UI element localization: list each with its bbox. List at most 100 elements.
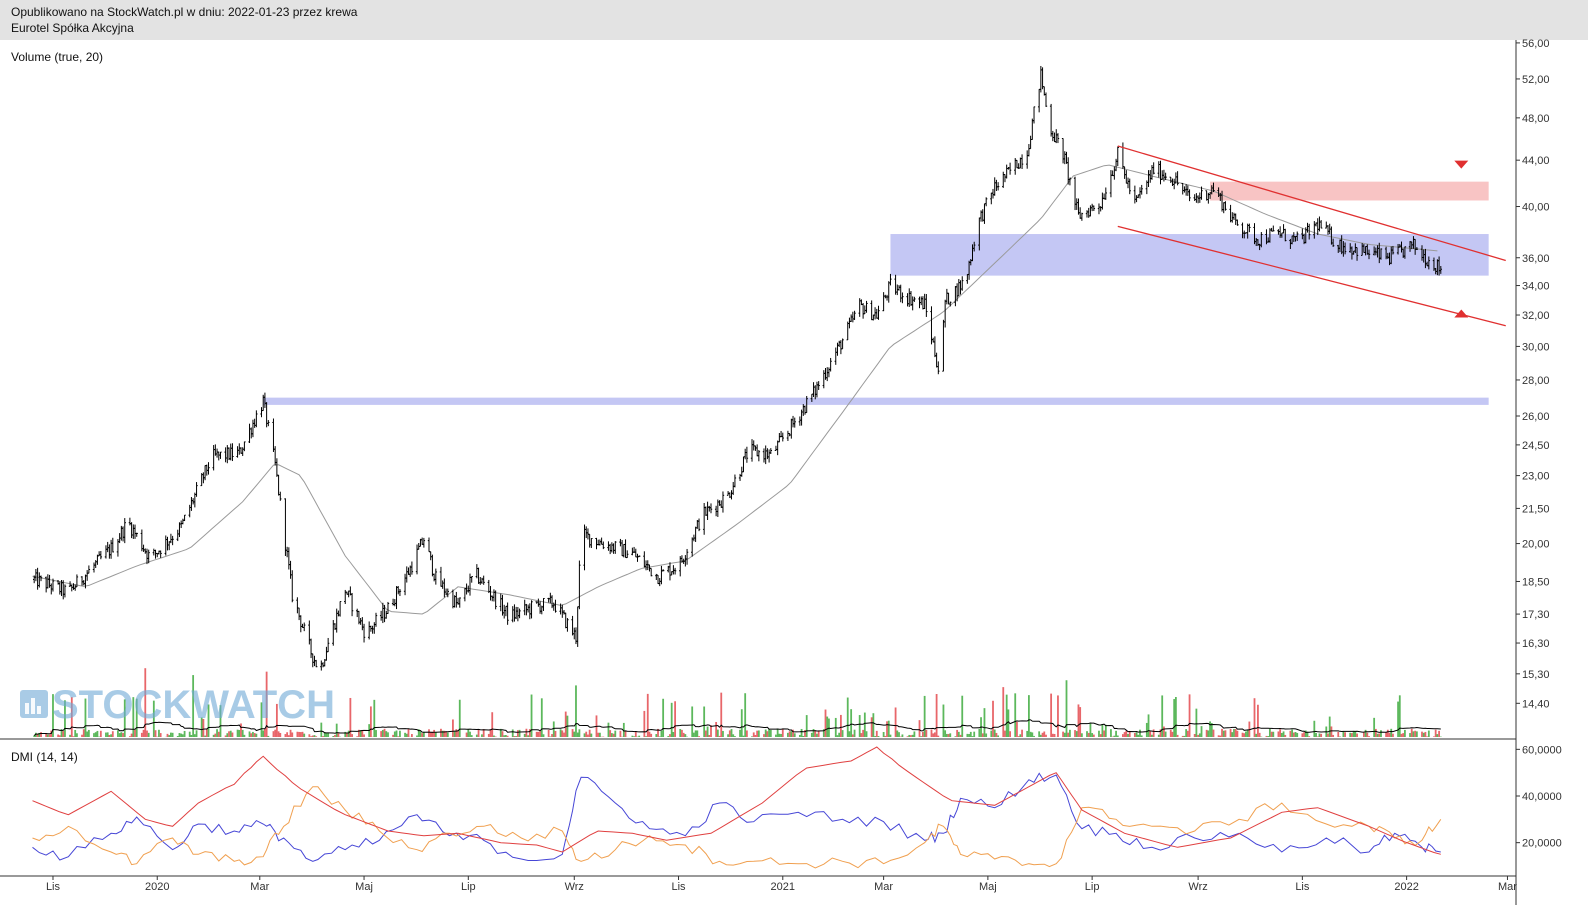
volume-bar [1019, 734, 1022, 737]
price-tick-label: 56,00 [1522, 38, 1550, 50]
volume-bar [1376, 733, 1379, 737]
volume-bar [226, 733, 229, 737]
volume-bar [1200, 726, 1203, 737]
volume-bar [446, 732, 449, 737]
volume-bar [503, 735, 506, 737]
volume-bar [1116, 735, 1119, 737]
volume-bar [1301, 733, 1304, 737]
volume-bar [1378, 733, 1381, 737]
volume-bar [440, 728, 442, 737]
volume-bar [1195, 708, 1198, 737]
volume-panel-label: Volume (true, 20) [11, 50, 103, 64]
volume-bar [1241, 732, 1244, 737]
volume-bar [886, 721, 888, 737]
volume-bar [120, 732, 123, 737]
volume-bar [1145, 722, 1148, 737]
volume-ma-line [33, 719, 1441, 736]
volume-bar [1231, 732, 1234, 737]
volume-bar [110, 734, 112, 737]
volume-bar [906, 736, 909, 737]
volume-bar [1133, 733, 1136, 737]
volume-bar [1197, 734, 1200, 737]
volume-bar [193, 734, 196, 737]
price-tick-label: 14,40 [1522, 698, 1550, 710]
volume-bar [559, 729, 562, 737]
volume-bar [1002, 687, 1005, 737]
volume-moving-average [33, 719, 1441, 736]
volume-bar [385, 731, 388, 737]
volume-bar [575, 685, 577, 737]
volume-bar [933, 732, 936, 737]
volume-bar [563, 732, 565, 737]
volume-bar [1315, 732, 1317, 737]
price-tick-label: 21,50 [1522, 503, 1550, 515]
volume-bar [1304, 730, 1307, 737]
volume-bar [299, 732, 302, 737]
volume-bar [1113, 735, 1116, 737]
volume-bar [431, 731, 434, 737]
volume-bar [200, 717, 203, 737]
volume-bar [361, 729, 364, 737]
volume-bar [754, 734, 757, 737]
volume-bar [433, 729, 436, 737]
volume-bar [152, 700, 155, 737]
volume-bar [45, 733, 48, 737]
volume-bar [1316, 736, 1319, 737]
volume-bar [1169, 729, 1172, 737]
volume-bar [144, 668, 147, 737]
volume-bar [763, 734, 765, 737]
date-tick-label: 2021 [771, 881, 795, 893]
volume-bar [272, 731, 275, 737]
volume-bar [1069, 729, 1071, 737]
volume-bar [1050, 693, 1053, 737]
volume-bar [896, 730, 899, 737]
volume-bar [140, 732, 143, 737]
date-tick-label: Lip [1085, 881, 1100, 893]
volume-bar [710, 725, 712, 737]
volume-bar [1029, 731, 1032, 737]
volume-bar [238, 729, 241, 737]
volume-bar [1125, 730, 1128, 737]
volume-bar [612, 733, 615, 737]
volume-bar [264, 729, 266, 737]
volume-bar [1140, 735, 1143, 737]
volume-bar [901, 734, 904, 737]
volume-bar [118, 733, 121, 737]
volume-bar [158, 729, 160, 737]
volume-bar [969, 731, 972, 737]
volume-bar [207, 704, 210, 737]
volume-bar [1193, 733, 1196, 737]
volume-bar [1313, 720, 1316, 737]
volume-bar [742, 735, 745, 737]
volume-bar [874, 735, 876, 737]
volume-bar [836, 735, 839, 737]
volume-bar [1373, 717, 1376, 737]
volume-bar [1366, 732, 1369, 737]
volume-bar [706, 726, 709, 737]
volume-bar [966, 733, 969, 737]
volume-bar [846, 697, 849, 737]
volume-bar [1337, 731, 1340, 737]
volume-bar [346, 733, 348, 737]
volume-bar [96, 730, 99, 737]
volume-bar [1368, 736, 1370, 737]
volume-bar [347, 730, 350, 737]
volume-bar [262, 730, 265, 737]
date-tick-label: Maj [979, 881, 997, 893]
volume-bar [1390, 728, 1393, 737]
volume-bar [959, 734, 962, 737]
volume-bar [1031, 732, 1034, 737]
volume-bar [429, 731, 432, 737]
volume-bar [877, 736, 880, 737]
volume-bar [373, 699, 376, 737]
volume-bar [506, 735, 509, 737]
volume-bar [337, 733, 340, 737]
price-tick-label: 24,50 [1522, 440, 1550, 452]
volume-bar [135, 698, 138, 737]
price-tick-label: 52,00 [1522, 74, 1550, 86]
volume-bar [981, 733, 984, 737]
volume-bar [648, 731, 651, 737]
volume-bar [848, 731, 851, 737]
volume-bar [838, 732, 841, 737]
